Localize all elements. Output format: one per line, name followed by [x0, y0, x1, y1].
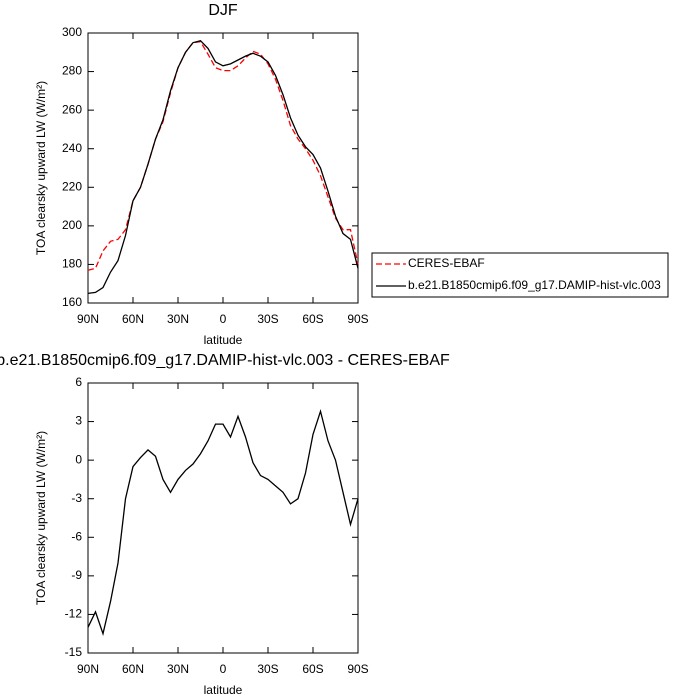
- x-tick-label: 90N: [77, 312, 99, 326]
- data-line: [87, 39, 359, 295]
- y-tick-label: -9: [71, 568, 82, 582]
- chart-title: b.e21.B1850cmip6.f09_g17.DAMIP-hist-vlc.…: [0, 352, 450, 369]
- x-tick-label: 60N: [122, 662, 144, 676]
- legend-label: b.e21.B1850cmip6.f09_g17.DAMIP-hist-vlc.…: [408, 278, 661, 292]
- y-tick-label: 220: [62, 179, 82, 193]
- data-line: [87, 40, 359, 271]
- legend-box: [371, 252, 669, 298]
- y-tick-label: 260: [62, 102, 82, 116]
- y-tick-label: 3: [75, 414, 82, 428]
- x-tick-label: 0: [220, 312, 227, 326]
- y-tick-label: 0: [75, 452, 82, 466]
- y-tick-label: -3: [71, 491, 82, 505]
- x-tick-label: 0: [220, 662, 227, 676]
- x-axis-label: latitude: [204, 683, 243, 697]
- x-tick-label: 60S: [302, 662, 323, 676]
- y-tick-label: 180: [62, 257, 82, 271]
- y-tick-label: -12: [65, 607, 83, 621]
- x-tick-label: 30N: [167, 662, 189, 676]
- x-tick-label: 30S: [257, 312, 278, 326]
- chart-title: DJF: [208, 2, 238, 19]
- y-axis-label: TOA clearsky upward LW (W/m²): [34, 81, 48, 255]
- x-axis-label: latitude: [204, 333, 243, 347]
- y-tick-label: 160: [62, 295, 82, 309]
- legend-label: CERES-EBAF: [408, 256, 485, 270]
- y-tick-label: 280: [62, 64, 82, 78]
- x-tick-label: 60S: [302, 312, 323, 326]
- x-tick-label: 60N: [122, 312, 144, 326]
- y-tick-label: 6: [75, 375, 82, 389]
- y-tick-label: -6: [71, 529, 82, 543]
- x-tick-label: 30S: [257, 662, 278, 676]
- y-axis-label: TOA clearsky upward LW (W/m²): [34, 431, 48, 605]
- data-line: [87, 408, 359, 637]
- x-tick-label: 90S: [347, 662, 368, 676]
- y-tick-label: -15: [65, 645, 83, 659]
- x-tick-label: 30N: [167, 312, 189, 326]
- x-tick-label: 90N: [77, 662, 99, 676]
- plot-frame: [87, 32, 359, 304]
- y-tick-label: 300: [62, 25, 82, 39]
- y-tick-label: 240: [62, 141, 82, 155]
- y-tick-label: 200: [62, 218, 82, 232]
- x-tick-label: 90S: [347, 312, 368, 326]
